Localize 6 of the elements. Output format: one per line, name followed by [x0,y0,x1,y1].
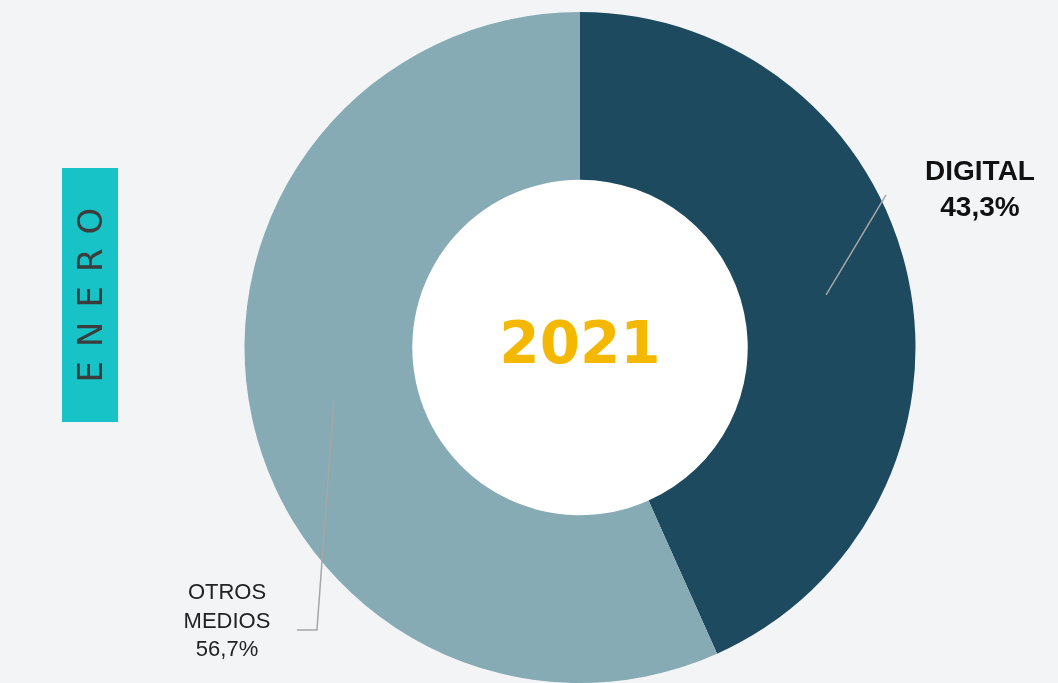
slice-label: DIGITAL [925,154,1035,186]
text: 2021 [499,308,661,377]
data-label: 56,7% [195,636,259,662]
data-label: 43,3% [940,191,1020,223]
text: ENERO [70,193,110,385]
slice-label: OTROS MEDIOS [183,579,271,633]
